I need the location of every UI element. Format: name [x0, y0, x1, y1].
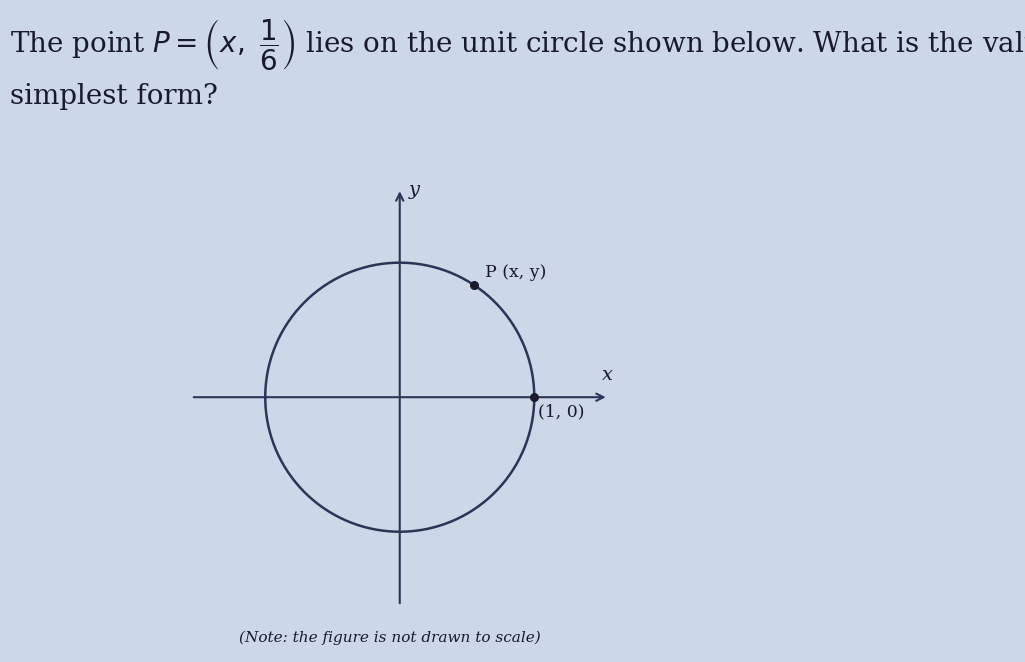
- Text: simplest form?: simplest form?: [10, 83, 218, 110]
- Text: (Note: the figure is not drawn to scale): (Note: the figure is not drawn to scale): [239, 631, 540, 645]
- Text: x: x: [602, 365, 613, 384]
- Text: y: y: [409, 181, 420, 199]
- Text: The point $P = \left(x,\ \dfrac{1}{6}\right)$ lies on the unit circle shown belo: The point $P = \left(x,\ \dfrac{1}{6}\ri…: [10, 17, 1025, 71]
- Text: P (x, y): P (x, y): [485, 263, 546, 281]
- Text: (1, 0): (1, 0): [538, 403, 585, 420]
